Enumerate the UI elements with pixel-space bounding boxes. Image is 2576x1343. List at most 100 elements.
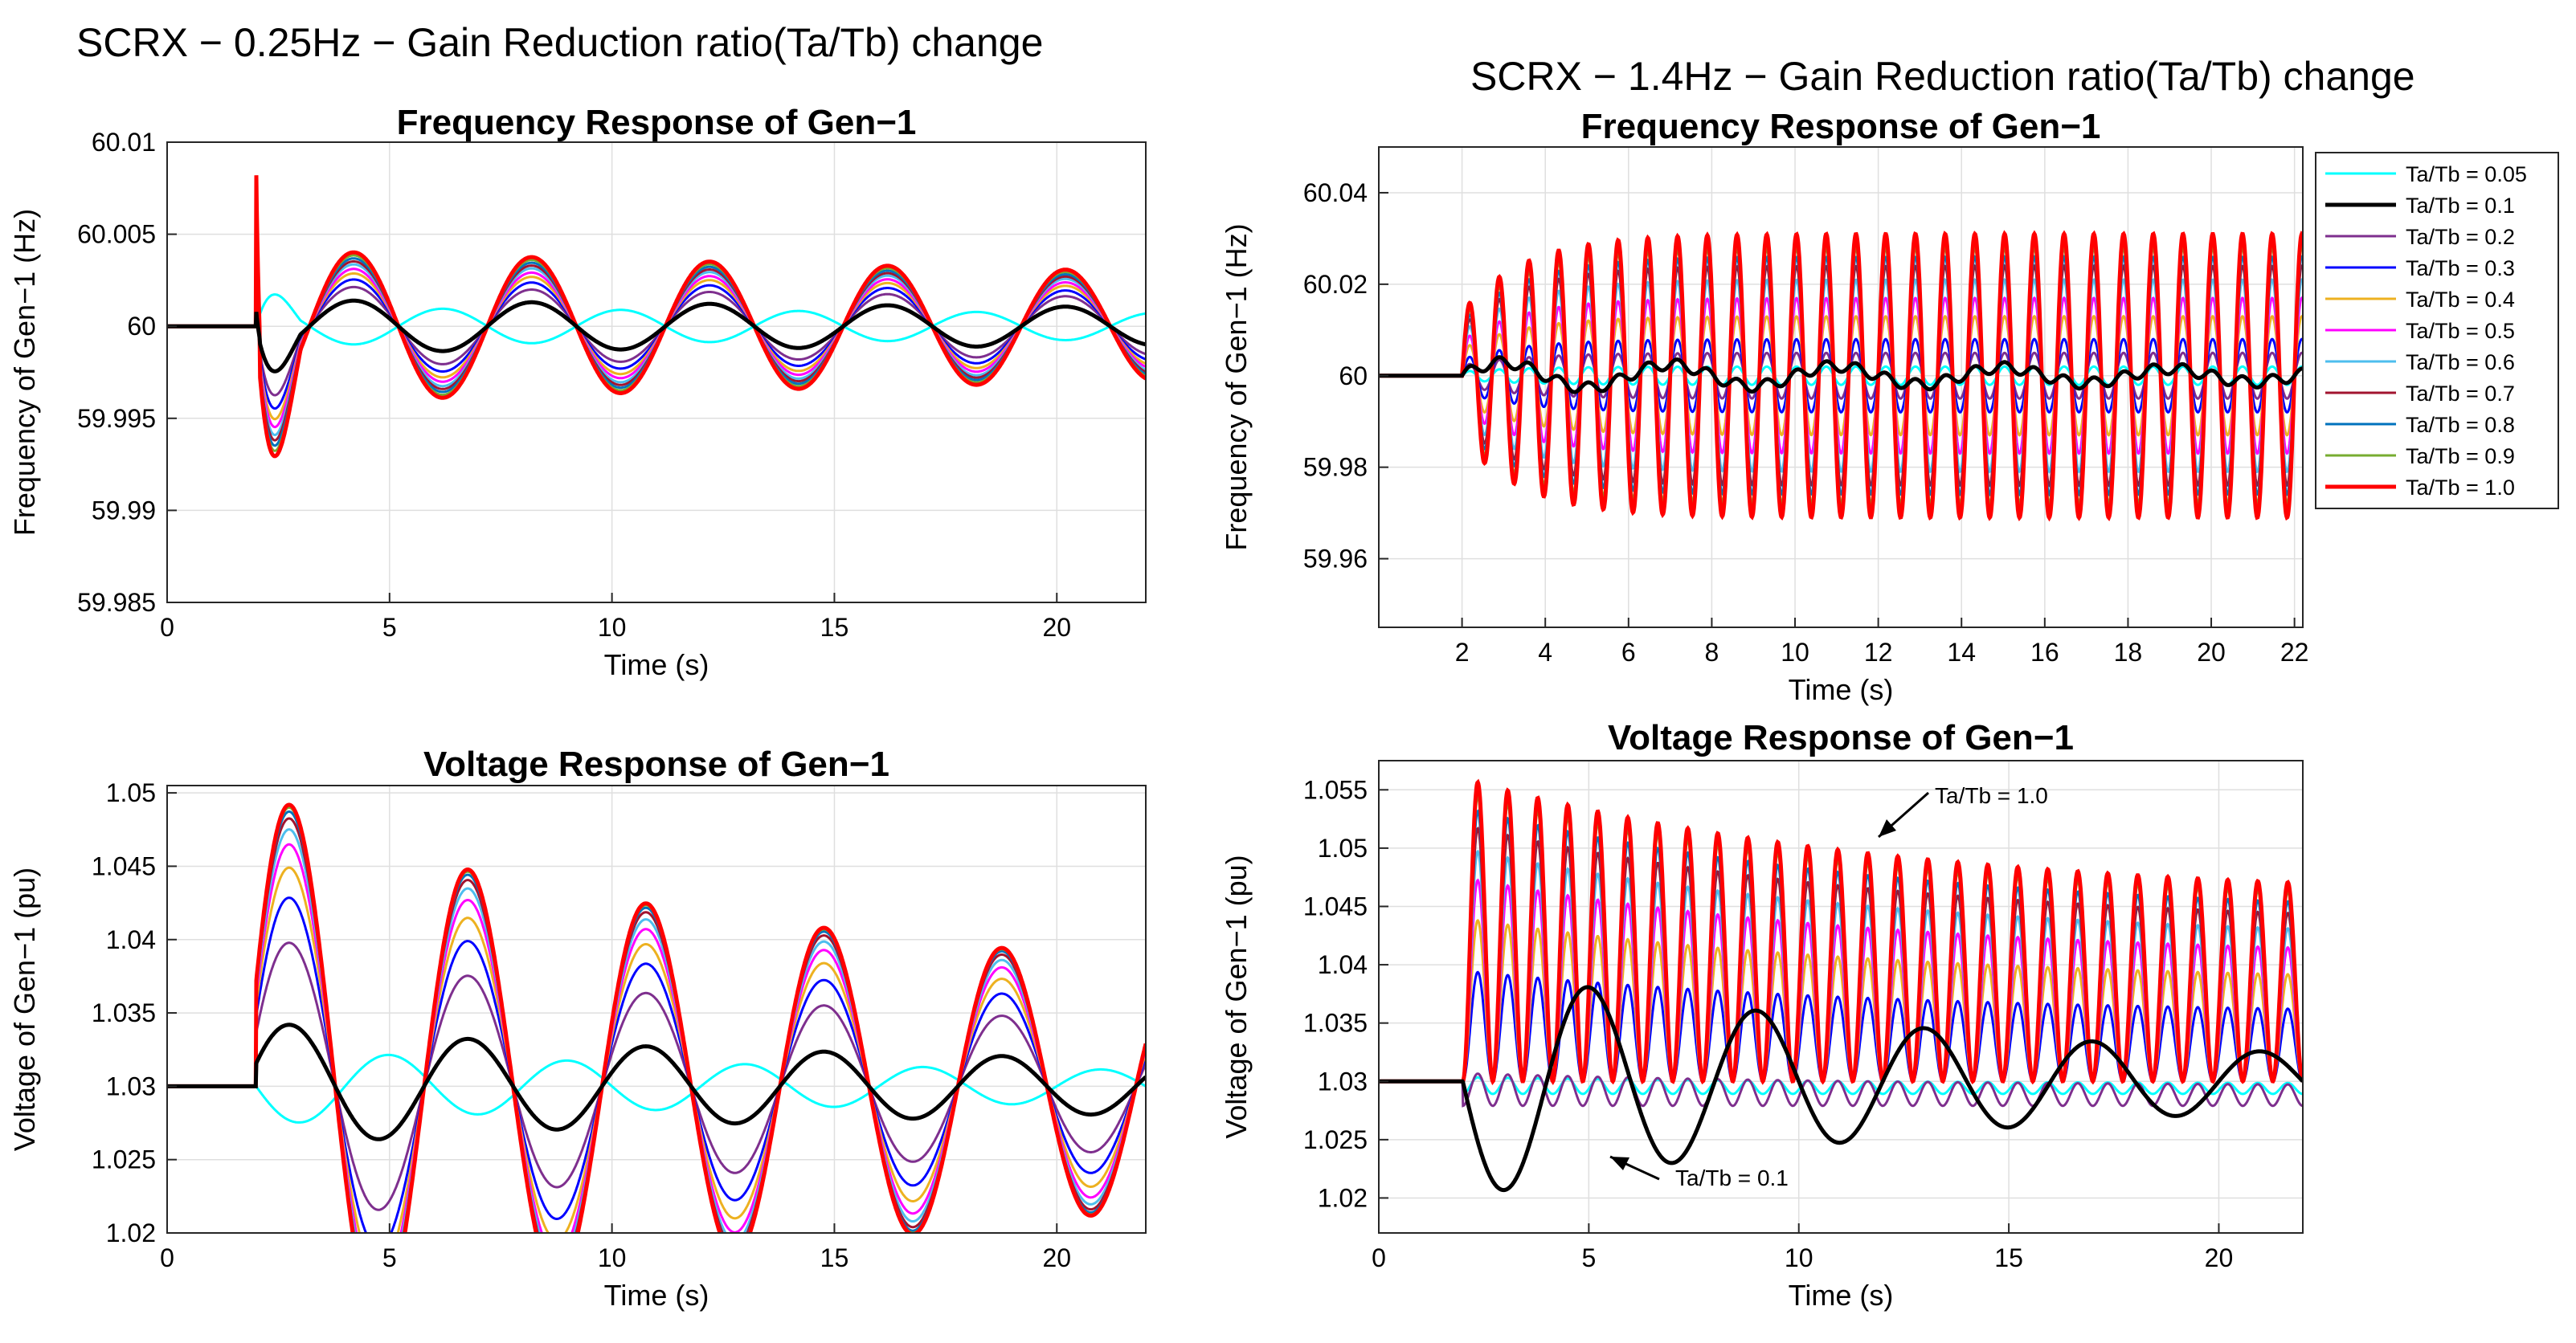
x-tick-label: 8 (1705, 638, 1719, 667)
y-axis-label: Frequency of Gen−1 (Hz) (8, 209, 41, 536)
series-line-0.1 (1379, 985, 2303, 1193)
legend-label: Ta/Tb = 0.4 (2406, 288, 2515, 312)
y-tick-label: 59.995 (77, 404, 156, 433)
left-group-title: SCRX − 0.25Hz − Gain Reduction ratio(Ta/… (76, 20, 1043, 65)
panel-title: Frequency Response of Gen−1 (397, 103, 917, 142)
x-axis-label: Time (s) (1789, 1279, 1894, 1312)
x-axis-label: Time (s) (604, 648, 709, 681)
x-tick-label: 6 (1621, 638, 1636, 667)
x-axis-label: Time (s) (1789, 673, 1894, 706)
plot-area (167, 786, 1146, 1233)
annotation-arrowhead-lower (1610, 1157, 1629, 1170)
series-group (167, 175, 1146, 459)
x-tick-label: 0 (1372, 1243, 1386, 1272)
series-group (1379, 230, 2303, 522)
annotation-upper-label: Ta/Tb = 1.0 (1935, 783, 2048, 808)
y-tick-label: 1.045 (92, 851, 156, 880)
series-line-0.1 (167, 1023, 1146, 1141)
y-axis-label: Voltage of Gen−1 (pu) (8, 867, 41, 1151)
legend-label: Ta/Tb = 0.9 (2406, 444, 2515, 468)
x-axis-label: Time (s) (604, 1279, 709, 1312)
series-group (167, 802, 1146, 1233)
series-line-0.1 (167, 298, 1146, 374)
series-line-0.1 (1379, 355, 2303, 394)
panel-freq_14: 2 4 6 8 10 12 14 16 18 20 22 59.96 59.98 60 60.02 60.04… (1220, 107, 2308, 706)
x-tick-label: 20 (2197, 638, 2226, 667)
x-tick-label: 20 (1042, 613, 1071, 642)
y-tick-label: 60.01 (92, 128, 156, 157)
x-tick-label: 5 (1581, 1243, 1596, 1272)
y-axis-label: Voltage of Gen−1 (pu) (1220, 855, 1253, 1138)
y-tick-label: 1.05 (1318, 834, 1368, 863)
annotations: Ta/Tb = 1.0 Ta/Tb = 0.1 (1609, 783, 2048, 1190)
x-tick-label: 10 (1785, 1243, 1813, 1272)
plot-area (167, 142, 1146, 602)
y-tick-label: 1.035 (92, 998, 156, 1027)
x-tick-label: 20 (1042, 1243, 1071, 1272)
y-tick-label: 1.025 (1303, 1125, 1368, 1154)
y-tick-label: 1.035 (1303, 1009, 1368, 1038)
axes-box (166, 141, 1147, 603)
y-tick-label: 59.99 (92, 496, 156, 525)
legend-label: Ta/Tb = 0.6 (2406, 350, 2515, 374)
y-tick-label: 1.05 (106, 778, 156, 807)
x-tick-label: 4 (1538, 638, 1552, 667)
legend-label: Ta/Tb = 0.2 (2406, 225, 2515, 249)
series-line-0.05 (167, 1053, 1146, 1124)
y-tick-label: 59.98 (1303, 453, 1368, 482)
legend-label: Ta/Tb = 0.1 (2406, 194, 2515, 218)
y-axis-label: Frequency of Gen−1 (Hz) (1220, 223, 1253, 550)
x-tick-label: 22 (2280, 638, 2309, 667)
legend-label: Ta/Tb = 0.7 (2406, 382, 2515, 406)
y-tick-label: 60 (127, 312, 156, 341)
right-group-title: SCRX − 1.4Hz − Gain Reduction ratio(Ta/T… (1470, 54, 2415, 99)
y-tick-label: 59.985 (77, 588, 156, 617)
panel-volt_025: 0 5 10 15 20 1.02 1.025 1.03 1.035 1.04 1.045 1.05 V… (8, 745, 1147, 1312)
x-tick-label: 20 (2205, 1243, 2234, 1272)
annotation-arrowhead-upper (1879, 819, 1896, 837)
y-tick-label: 59.96 (1303, 545, 1368, 574)
plot-area (1379, 147, 2303, 627)
y-tick-label: 1.025 (92, 1145, 156, 1174)
y-tick-label: 1.045 (1303, 892, 1368, 921)
legend-label: Ta/Tb = 0.3 (2406, 256, 2515, 280)
y-tick-label: 1.04 (1318, 950, 1368, 979)
y-tick-label: 60.02 (1303, 270, 1368, 299)
x-tick-label: 12 (1864, 638, 1893, 667)
axes-box (166, 785, 1147, 1234)
y-tick-label: 60.005 (77, 220, 156, 249)
legend-label: Ta/Tb = 0.5 (2406, 319, 2515, 343)
axes-box (1378, 146, 2304, 628)
x-tick-label: 10 (598, 613, 627, 642)
series-line-1.0 (167, 802, 1146, 1233)
y-tick-label: 60.04 (1303, 178, 1368, 207)
y-tick-label: 1.04 (106, 925, 156, 954)
panel-volt_14: 0 5 10 15 20 1.02 1.025 1.03 1.035 1.04 1.045 1.05 1… (1220, 718, 2304, 1312)
x-tick-label: 5 (382, 613, 397, 642)
annotation-lower-label: Ta/Tb = 0.1 (1675, 1165, 1789, 1190)
y-tick-label: 1.02 (1318, 1183, 1368, 1212)
x-tick-label: 15 (820, 613, 849, 642)
panel-title: Voltage Response of Gen−1 (1608, 718, 2074, 757)
series-line-1.0 (1379, 778, 2303, 1086)
y-tick-label: 1.03 (1318, 1067, 1368, 1096)
legend-label: Ta/Tb = 1.0 (2406, 476, 2515, 500)
x-tick-label: 10 (598, 1243, 627, 1272)
panel-title: Voltage Response of Gen−1 (423, 745, 889, 784)
y-tick-label: 1.055 (1303, 775, 1368, 804)
legend-label: Ta/Tb = 0.8 (2406, 413, 2515, 437)
x-tick-label: 0 (160, 613, 174, 642)
x-tick-label: 15 (820, 1243, 849, 1272)
x-tick-label: 15 (1994, 1243, 2023, 1272)
panel-title: Frequency Response of Gen−1 (1581, 107, 2101, 146)
y-tick-label: 60 (1339, 361, 1368, 390)
series-group (1379, 778, 2303, 1193)
x-tick-label: 10 (1781, 638, 1809, 667)
legend: Ta/Tb = 0.05 Ta/Tb = 0.1 Ta/Tb = 0.2 Ta/Tb … (2315, 152, 2559, 509)
axes-box (1378, 760, 2304, 1234)
series-line-0.05 (167, 293, 1146, 346)
series-line-1.0 (167, 175, 1146, 459)
series-line-1.0 (1379, 230, 2303, 522)
